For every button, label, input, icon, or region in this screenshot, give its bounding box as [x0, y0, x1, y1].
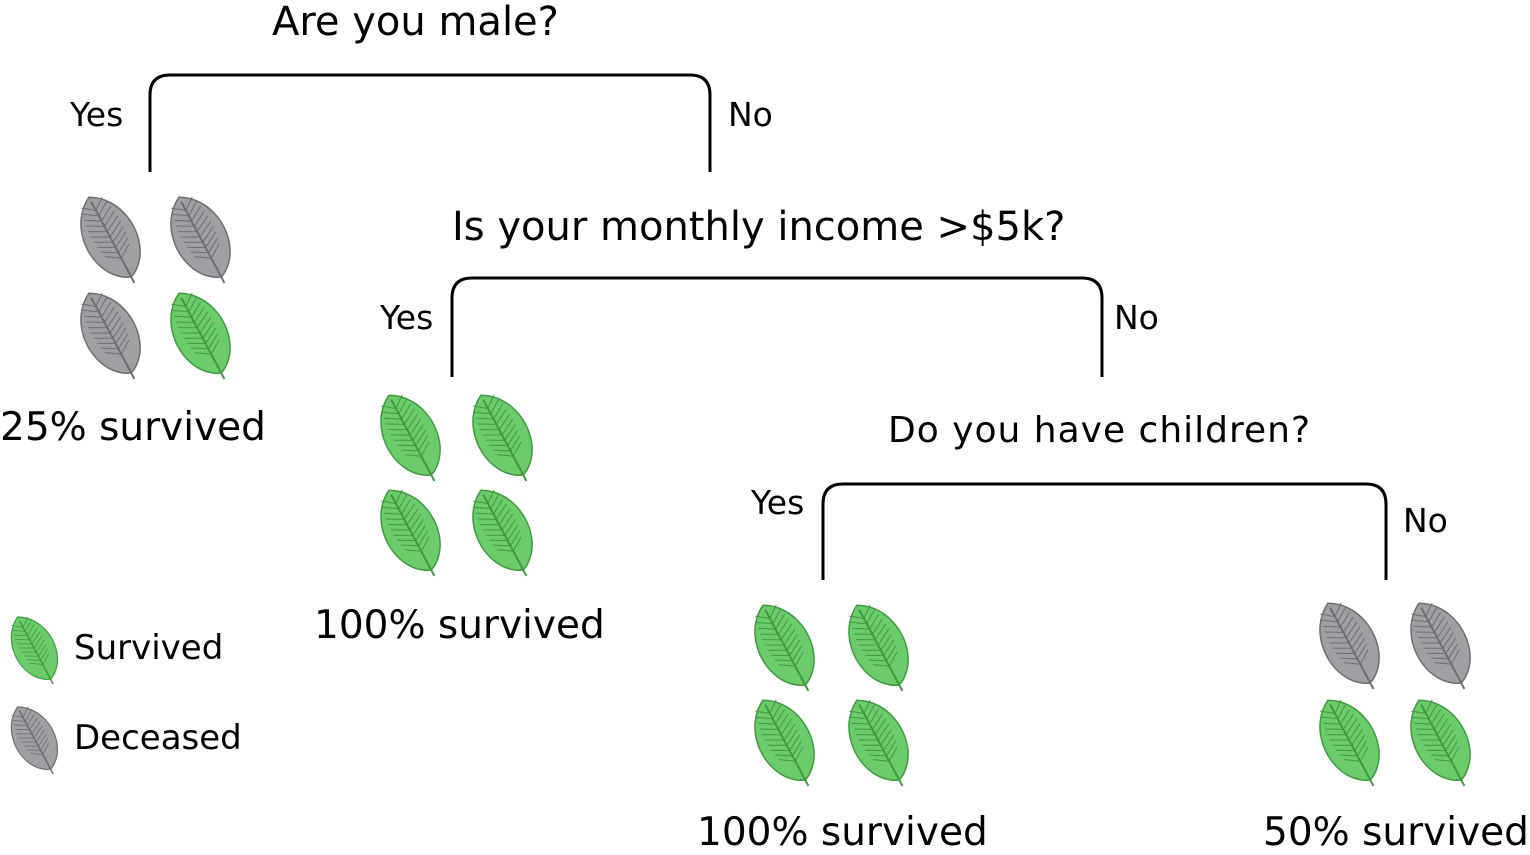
survived-leaf-icon	[380, 489, 441, 577]
question-male: Are you male?	[272, 0, 559, 45]
split-bracket-income	[450, 276, 1104, 377]
legend-deceased-leaf-icon	[10, 706, 58, 775]
survived-leaf-icon	[380, 394, 441, 482]
branch-no-income: No	[1114, 298, 1159, 337]
survived-leaf-icon	[848, 699, 909, 787]
result-children-yes: 100% survived	[697, 810, 988, 855]
survived-leaf-icon	[1410, 699, 1471, 787]
survived-leaf-icon	[1319, 699, 1380, 787]
deceased-leaf-icon	[80, 196, 141, 284]
survived-leaf-icon	[754, 604, 815, 692]
split-bracket-children	[821, 482, 1388, 580]
survived-leaf-icon	[754, 699, 815, 787]
question-income: Is your monthly income >$5k?	[452, 204, 1066, 250]
legend-survived-leaf-icon	[10, 616, 58, 685]
deceased-leaf-icon	[80, 292, 141, 380]
deceased-leaf-icon	[170, 196, 231, 284]
result-male: 25% survived	[0, 405, 266, 450]
branch-yes-income: Yes	[380, 298, 434, 337]
survived-leaf-icon	[472, 394, 533, 482]
legend-survived-label: Survived	[74, 628, 224, 668]
split-bracket-male	[148, 73, 712, 172]
survived-leaf-icon	[170, 292, 231, 380]
survived-leaf-icon	[848, 604, 909, 692]
branch-yes-male: Yes	[70, 95, 124, 134]
result-income: 100% survived	[314, 603, 605, 648]
branch-no-children: No	[1403, 501, 1448, 540]
deceased-leaf-icon	[1410, 602, 1471, 690]
survived-leaf-icon	[472, 489, 533, 577]
question-children: Do you have children?	[888, 410, 1312, 451]
deceased-leaf-icon	[1319, 602, 1380, 690]
result-children-no: 50% survived	[1263, 810, 1529, 855]
branch-yes-children: Yes	[751, 483, 805, 522]
legend-deceased-label: Deceased	[74, 718, 242, 758]
branch-no-male: No	[728, 95, 773, 134]
